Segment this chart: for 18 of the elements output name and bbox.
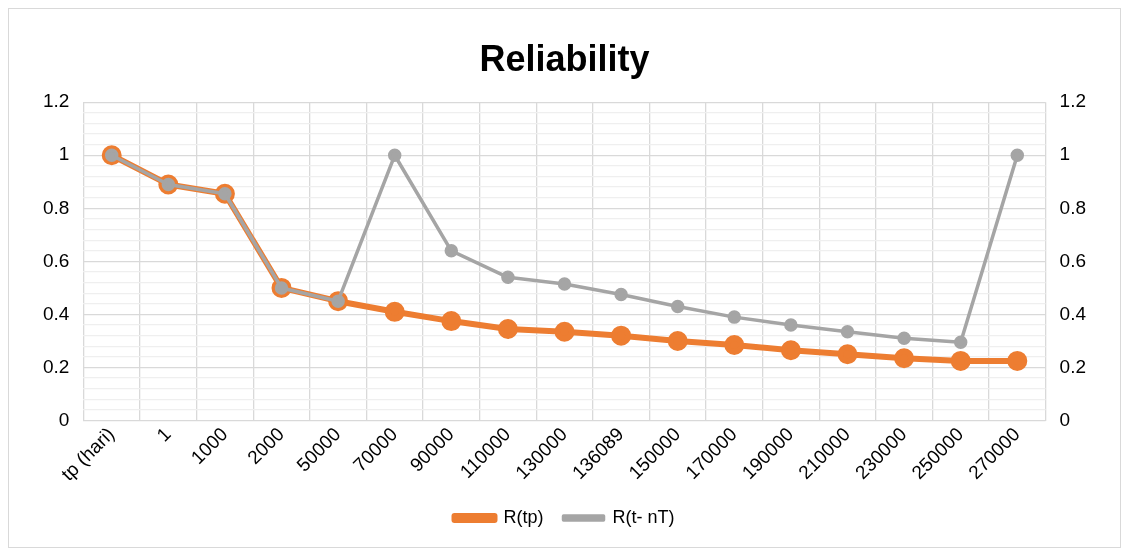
y-tick-label: 0.4 [42, 302, 70, 324]
y2-tick-label: 0.6 [1059, 249, 1087, 271]
legend-label: R(t- nT) [612, 506, 675, 527]
y2-tick-label: 1.2 [1059, 90, 1087, 112]
legend-label: R(tp) [503, 506, 544, 527]
y2-tick-label: 0.2 [1059, 355, 1087, 377]
chart-title: Reliability [479, 37, 650, 79]
x-tick-label: 1 [152, 423, 175, 446]
y-tick-label: 1 [58, 143, 70, 165]
y-tick-label: 1.2 [42, 90, 70, 112]
y-tick-label: 0.6 [42, 249, 70, 271]
y2-tick-label: 0.4 [1059, 302, 1087, 324]
y-tick-label: 0 [58, 408, 70, 430]
y-tick-label: 0.8 [42, 196, 70, 218]
y2-tick-label: 1 [1059, 143, 1071, 165]
y-tick-label: 0.2 [42, 355, 70, 377]
y2-tick-label: 0.8 [1059, 196, 1087, 218]
y2-tick-label: 0 [1059, 408, 1071, 430]
